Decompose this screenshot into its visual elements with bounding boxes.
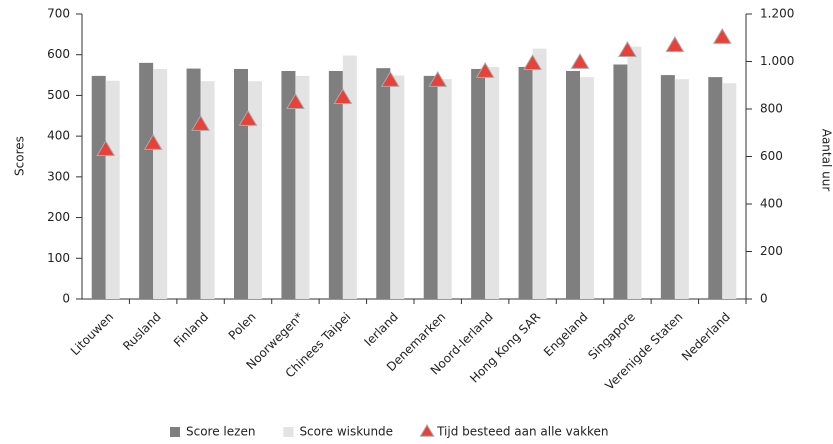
- marker: [96, 140, 116, 156]
- bar: [660, 75, 675, 299]
- y-tick-label: 100: [47, 251, 70, 265]
- marker: [618, 41, 637, 57]
- marker: [143, 133, 163, 150]
- y-tick-label: 400: [47, 129, 70, 143]
- bar: [485, 66, 500, 299]
- marker: [712, 28, 732, 44]
- bar: [153, 68, 168, 299]
- y-tick-label: 300: [47, 169, 70, 183]
- marker: [475, 61, 495, 78]
- legend-label: Tijd besteed aan alle vakken: [436, 425, 608, 439]
- marker: [665, 36, 685, 52]
- marker: [380, 70, 400, 87]
- y2-tick-label: 0: [760, 292, 768, 306]
- bar: [566, 71, 580, 299]
- marker: [523, 54, 542, 71]
- bar: [437, 79, 452, 300]
- bar: [532, 48, 547, 299]
- bar: [708, 77, 723, 299]
- y-tick-label: 700: [47, 7, 70, 21]
- y-tick-label: 600: [47, 47, 70, 61]
- x-tick-label: Polen: [226, 310, 259, 343]
- bar: [328, 71, 343, 299]
- marker: [238, 109, 258, 126]
- bar: [580, 77, 594, 299]
- bar: [105, 80, 120, 300]
- y2-axis-label: Aantal uur: [820, 129, 833, 192]
- bar: [248, 81, 262, 299]
- bar: [613, 64, 628, 299]
- y2-tick-label: 1.200: [760, 7, 794, 21]
- y2-tick-label: 600: [760, 149, 783, 163]
- y-tick-label: 0: [62, 292, 70, 306]
- legend-label: Score lezen: [186, 425, 255, 439]
- bar: [234, 68, 248, 299]
- marker: [428, 70, 448, 87]
- x-tick-label: Engeland: [541, 310, 591, 360]
- y2-tick-label: 800: [760, 102, 783, 116]
- bar: [295, 75, 310, 299]
- y2-tick-label: 200: [760, 244, 783, 258]
- y-axis-label: Scores: [13, 136, 27, 176]
- legend-swatch: [283, 427, 294, 437]
- legend-label: Score wiskunde: [299, 425, 393, 439]
- bar: [376, 68, 391, 300]
- bar: [423, 75, 438, 299]
- bar: [281, 71, 296, 299]
- legend-swatch: [170, 427, 180, 437]
- x-tick-label: Finland: [171, 310, 211, 350]
- bar: [390, 75, 405, 299]
- bar: [186, 68, 201, 299]
- bar: [674, 79, 689, 300]
- marker: [570, 52, 590, 69]
- bar: [139, 62, 154, 299]
- marker: [333, 88, 353, 104]
- bar: [627, 46, 642, 300]
- bar: [518, 66, 533, 299]
- x-tick-label: Rusland: [120, 310, 164, 354]
- legend-marker: [419, 424, 435, 437]
- y-tick-label: 200: [47, 210, 70, 224]
- bar: [91, 75, 106, 299]
- y2-tick-label: 1.000: [760, 54, 794, 68]
- bar: [200, 81, 215, 299]
- bar: [471, 68, 486, 299]
- bar: [722, 83, 737, 299]
- marker: [191, 114, 210, 131]
- bar: [342, 55, 357, 300]
- x-tick-label: Nederland: [679, 310, 733, 364]
- marker: [286, 93, 305, 109]
- y-tick-label: 500: [47, 88, 70, 102]
- x-tick-label: Ierland: [361, 310, 400, 349]
- x-tick-label: Litouwen: [68, 310, 116, 358]
- y2-tick-label: 400: [760, 197, 783, 211]
